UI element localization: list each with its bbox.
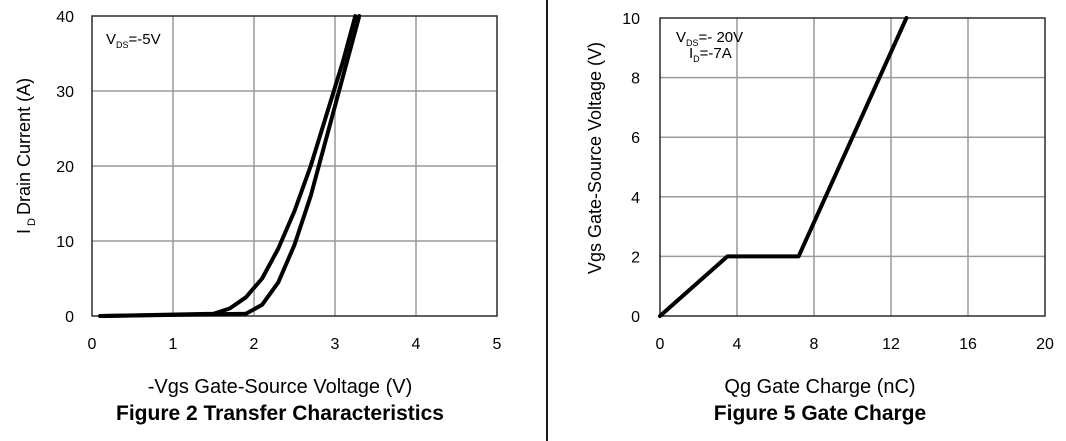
chart1-plot: 0 1 2 3 4 5 0 10 20 30 40 VDS=-5V I D Drain Current … — [14, 9, 502, 353]
chart2-x-axis-label: Qg Gate Charge (nC) — [724, 376, 916, 398]
chart1-annotation-1: VDS=-5V — [106, 31, 161, 50]
chart1-x-tick-label: 2 — [250, 336, 259, 353]
chart1-y-axis-label: I D Drain Current (A) — [14, 78, 38, 234]
chart1-y-tick-label: 30 — [56, 84, 74, 101]
chart1-x-axis-label: -Vgs Gate-Source Voltage (V) — [147, 376, 413, 398]
chart2-y-tick-label: 0 — [631, 309, 640, 326]
chart1-x-tick-label: 0 — [88, 336, 97, 353]
chart2-x-tick-label: 0 — [656, 336, 665, 353]
chart1-y-tick-label: 40 — [56, 9, 74, 26]
chart2-y-tick-label: 10 — [622, 11, 640, 28]
chart2-x-tick-label: 16 — [959, 336, 977, 353]
chart2-x-tick-label: 4 — [733, 336, 742, 353]
chart2-annotation-1: VDS=- 20V — [676, 29, 743, 48]
chart2-x-tick-label: 20 — [1036, 336, 1054, 353]
chart2-x-tick-label: 8 — [810, 336, 819, 353]
chart2-frame — [659, 17, 1046, 317]
chart2-annotation-2: ID=-7A — [689, 45, 732, 64]
chart2-y-tick-label: 8 — [631, 71, 640, 88]
chart1-y-tick-label: 20 — [56, 159, 74, 176]
chart2-y-tick-label: 6 — [631, 130, 640, 147]
chart2-y-tick-label: 4 — [631, 190, 640, 207]
chart1-y-tick-label: 10 — [56, 234, 74, 251]
chart1-y-tick-label: 0 — [65, 309, 74, 326]
chart2-y-tick-label: 2 — [631, 249, 640, 266]
chart1-figure-title: Figure 2 Transfer Characteristics — [116, 402, 444, 425]
chart1-x-tick-label: 5 — [493, 336, 502, 353]
chart2-x-tick-label: 12 — [882, 336, 900, 353]
chart2-series-1-line — [658, 16, 909, 318]
chart1-x-tick-label: 1 — [169, 336, 178, 353]
panel-divider — [546, 0, 548, 441]
chart2-figure-title: Figure 5 Gate Charge — [713, 402, 927, 425]
chart2-plot-area — [660, 18, 1045, 316]
chart1-x-tick-label: 4 — [412, 336, 421, 353]
chart1-frame — [91, 15, 498, 317]
chart1-x-tick-label: 3 — [331, 336, 340, 353]
chart2-y-axis-label: Vgs Gate-Source Voltage (V) — [585, 42, 605, 274]
chart1-series-2-line — [98, 14, 362, 318]
chart1-series-1-line — [98, 14, 358, 318]
